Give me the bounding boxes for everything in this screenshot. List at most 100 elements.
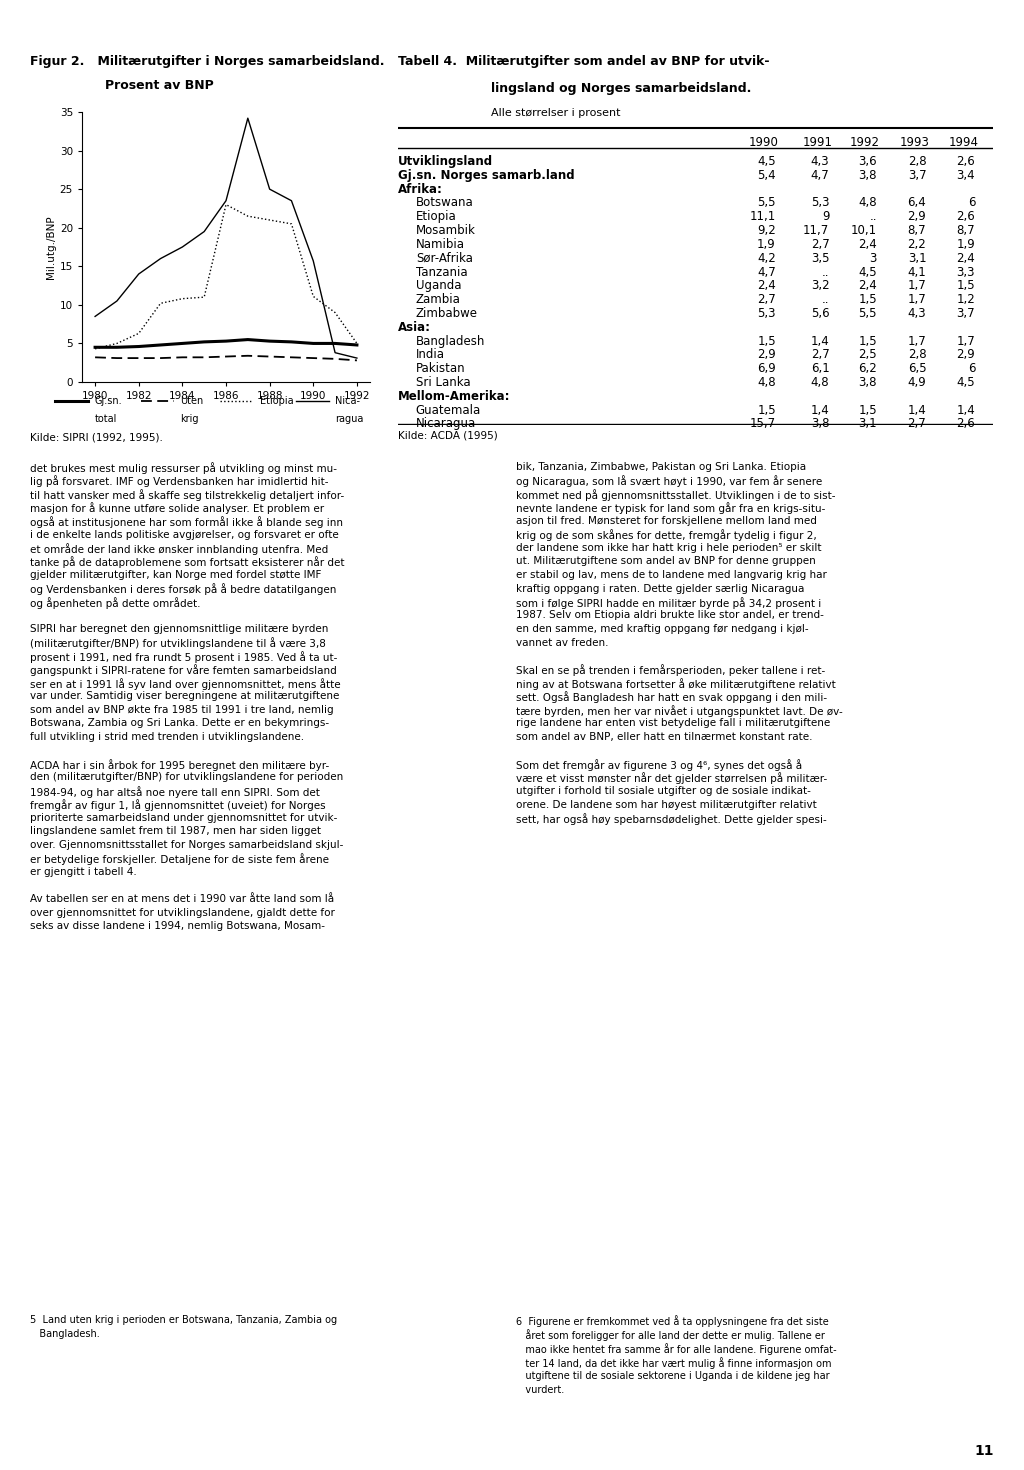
Text: 6,1: 6,1 bbox=[811, 362, 829, 375]
Text: 15,7: 15,7 bbox=[750, 417, 776, 431]
Text: 4,5: 4,5 bbox=[757, 154, 776, 168]
Text: 1,4: 1,4 bbox=[811, 335, 829, 347]
Text: 2,2: 2,2 bbox=[907, 238, 927, 251]
Text: 6: 6 bbox=[968, 362, 975, 375]
Text: 2,7: 2,7 bbox=[811, 348, 829, 362]
Text: bik, Tanzania, Zimbabwe, Pakistan og Sri Lanka. Etiopia: bik, Tanzania, Zimbabwe, Pakistan og Sri… bbox=[516, 462, 806, 472]
Text: 3,3: 3,3 bbox=[956, 266, 975, 278]
Text: 1,9: 1,9 bbox=[956, 238, 975, 251]
Text: og åpenheten på dette området.: og åpenheten på dette området. bbox=[30, 597, 201, 609]
Text: 2,4: 2,4 bbox=[956, 251, 975, 265]
Text: Sør-Afrika: Sør-Afrika bbox=[416, 251, 473, 265]
Text: ragua: ragua bbox=[336, 413, 364, 423]
Text: som andel av BNP, eller hatt en tilnærmet konstant rate.: som andel av BNP, eller hatt en tilnærme… bbox=[516, 732, 812, 742]
Text: en den samme, med kraftig oppgang før nedgang i kjøl-: en den samme, med kraftig oppgang før ne… bbox=[516, 623, 809, 634]
Text: kommet ned på gjennomsnittsstallet. Utviklingen i de to sist-: kommet ned på gjennomsnittsstallet. Utvi… bbox=[516, 490, 836, 501]
Text: 4,5: 4,5 bbox=[858, 266, 877, 278]
Text: Asia:: Asia: bbox=[398, 320, 431, 334]
Text: 1,4: 1,4 bbox=[811, 404, 829, 416]
Text: SIPRI har beregnet den gjennomsnittlige militære byrden: SIPRI har beregnet den gjennomsnittlige … bbox=[30, 623, 329, 634]
Text: total: total bbox=[94, 413, 117, 423]
Text: Kilde: SIPRI (1992, 1995).: Kilde: SIPRI (1992, 1995). bbox=[30, 432, 163, 442]
Text: et område der land ikke ønsker innblanding utenfra. Med: et område der land ikke ønsker innblandi… bbox=[30, 542, 329, 554]
Text: 2,4: 2,4 bbox=[757, 279, 776, 293]
Text: Uten: Uten bbox=[180, 395, 204, 406]
Text: 3: 3 bbox=[869, 251, 877, 265]
Text: Bangladesh.: Bangladesh. bbox=[30, 1329, 99, 1339]
Text: 4,7: 4,7 bbox=[757, 266, 776, 278]
Text: 1,5: 1,5 bbox=[858, 335, 877, 347]
Text: Namibia: Namibia bbox=[416, 238, 465, 251]
Text: 1,5: 1,5 bbox=[757, 404, 776, 416]
Text: 1992: 1992 bbox=[850, 135, 880, 148]
Text: 2,6: 2,6 bbox=[956, 210, 975, 223]
Text: 1,5: 1,5 bbox=[956, 279, 975, 293]
Text: 1,7: 1,7 bbox=[907, 293, 927, 306]
Text: Militærutgifter i Norges prioriterte samarbeidsland: Militærutgifter i Norges prioriterte sam… bbox=[688, 9, 1009, 19]
Text: 2,8: 2,8 bbox=[907, 348, 927, 362]
Text: ACDA har i sin årbok for 1995 beregnet den militære byr-: ACDA har i sin årbok for 1995 beregnet d… bbox=[30, 759, 330, 770]
Text: Tabell 4.  Militærutgifter som andel av BNP for utvik-: Tabell 4. Militærutgifter som andel av B… bbox=[398, 54, 769, 68]
Text: Botswana, Zambia og Sri Lanka. Dette er en bekymrings-: Botswana, Zambia og Sri Lanka. Dette er … bbox=[30, 719, 329, 729]
Text: 3,6: 3,6 bbox=[858, 154, 877, 168]
Text: Av tabellen ser en at mens det i 1990 var åtte land som lå: Av tabellen ser en at mens det i 1990 va… bbox=[30, 894, 334, 904]
Text: Sri Lanka: Sri Lanka bbox=[416, 376, 470, 390]
Text: Botswana: Botswana bbox=[416, 197, 473, 209]
Text: Nicaragua: Nicaragua bbox=[416, 417, 476, 431]
Text: være et visst mønster når det gjelder størrelsen på militær-: være et visst mønster når det gjelder st… bbox=[516, 773, 827, 785]
Text: Uganda: Uganda bbox=[416, 279, 462, 293]
Text: 6,9: 6,9 bbox=[757, 362, 776, 375]
Text: mao ikke hentet fra samme år for alle landene. Figurene omfat-: mao ikke hentet fra samme år for alle la… bbox=[516, 1344, 837, 1355]
Text: vurdert.: vurdert. bbox=[516, 1385, 564, 1395]
Text: året som foreligger for alle land der dette er mulig. Tallene er: året som foreligger for alle land der de… bbox=[516, 1329, 825, 1341]
Text: nevnte landene er typisk for land som går fra en krigs-situ-: nevnte landene er typisk for land som gå… bbox=[516, 503, 825, 514]
Text: prioriterte samarbeidsland under gjennomsnittet for utvik-: prioriterte samarbeidsland under gjennom… bbox=[30, 813, 337, 823]
Text: gjelder militærutgifter, kan Norge med fordel støtte IMF: gjelder militærutgifter, kan Norge med f… bbox=[30, 570, 322, 581]
Text: 4,5: 4,5 bbox=[956, 376, 975, 390]
Text: lig på forsvaret. IMF og Verdensbanken har imidlertid hit-: lig på forsvaret. IMF og Verdensbanken h… bbox=[30, 475, 329, 488]
Text: Utviklingsland: Utviklingsland bbox=[398, 154, 494, 168]
Text: 4,1: 4,1 bbox=[907, 266, 927, 278]
Text: 10,1: 10,1 bbox=[851, 223, 877, 237]
Text: 3,4: 3,4 bbox=[956, 169, 975, 182]
Text: 2,9: 2,9 bbox=[907, 210, 927, 223]
Text: 2,7: 2,7 bbox=[907, 417, 927, 431]
Text: 6,2: 6,2 bbox=[858, 362, 877, 375]
Text: 3,8: 3,8 bbox=[858, 169, 877, 182]
Text: 3,7: 3,7 bbox=[956, 307, 975, 320]
Text: og Nicaragua, som lå svært høyt i 1990, var fem år senere: og Nicaragua, som lå svært høyt i 1990, … bbox=[516, 475, 822, 488]
Text: 11,1: 11,1 bbox=[750, 210, 776, 223]
Text: Mellom-Amerika:: Mellom-Amerika: bbox=[398, 390, 511, 403]
Text: der landene som ikke har hatt krig i hele perioden⁵ er skilt: der landene som ikke har hatt krig i hel… bbox=[516, 542, 821, 553]
Text: 2,6: 2,6 bbox=[956, 154, 975, 168]
Text: 5,6: 5,6 bbox=[811, 307, 829, 320]
Text: krig: krig bbox=[180, 413, 199, 423]
Text: masjon for å kunne utføre solide analyser. Et problem er: masjon for å kunne utføre solide analyse… bbox=[30, 503, 325, 514]
Text: 3,2: 3,2 bbox=[811, 279, 829, 293]
Text: er gjengitt i tabell 4.: er gjengitt i tabell 4. bbox=[30, 867, 137, 878]
Text: 8,7: 8,7 bbox=[956, 223, 975, 237]
Text: 1994: 1994 bbox=[948, 135, 978, 148]
Text: 1,7: 1,7 bbox=[907, 335, 927, 347]
Text: krig og de som skånes for dette, fremgår tydelig i figur 2,: krig og de som skånes for dette, fremgår… bbox=[516, 529, 817, 541]
Text: 1984-94, og har altså noe nyere tall enn SIPRI. Som det: 1984-94, og har altså noe nyere tall enn… bbox=[30, 786, 319, 798]
Text: fremgår av figur 1, lå gjennomsnittet (uveiet) for Norges: fremgår av figur 1, lå gjennomsnittet (u… bbox=[30, 800, 326, 811]
Text: som i følge SIPRI hadde en militær byrde på 34,2 prosent i: som i følge SIPRI hadde en militær byrde… bbox=[516, 597, 821, 609]
Text: Tanzania: Tanzania bbox=[416, 266, 468, 278]
Text: 2,7: 2,7 bbox=[757, 293, 776, 306]
Text: 11,7: 11,7 bbox=[803, 223, 829, 237]
Text: ut. Militærutgiftene som andel av BNP for denne gruppen: ut. Militærutgiftene som andel av BNP fo… bbox=[516, 557, 816, 566]
Text: Kilde: ACDA (1995): Kilde: ACDA (1995) bbox=[398, 431, 498, 441]
Text: i de enkelte lands politiske avgjørelser, og forsvaret er ofte: i de enkelte lands politiske avgjørelser… bbox=[30, 529, 339, 539]
Text: er betydelige forskjeller. Detaljene for de siste fem årene: er betydelige forskjeller. Detaljene for… bbox=[30, 854, 329, 866]
Text: Alle størrelser i prosent: Alle størrelser i prosent bbox=[490, 107, 621, 118]
Text: 5,5: 5,5 bbox=[858, 307, 877, 320]
Text: Økonomiske analyser 7/96: Økonomiske analyser 7/96 bbox=[15, 9, 180, 19]
Text: Zambia: Zambia bbox=[416, 293, 461, 306]
Text: 5,4: 5,4 bbox=[757, 169, 776, 182]
Text: 1,4: 1,4 bbox=[956, 404, 975, 416]
Text: over gjennomsnittet for utviklingslandene, gjaldt dette for: over gjennomsnittet for utviklingslanden… bbox=[30, 907, 335, 917]
Text: ning av at Botswana fortsetter å øke militærutgiftene relativt: ning av at Botswana fortsetter å øke mil… bbox=[516, 678, 836, 689]
Text: 5  Land uten krig i perioden er Botswana, Tanzania, Zambia og: 5 Land uten krig i perioden er Botswana,… bbox=[30, 1316, 337, 1324]
Text: 5,3: 5,3 bbox=[758, 307, 776, 320]
